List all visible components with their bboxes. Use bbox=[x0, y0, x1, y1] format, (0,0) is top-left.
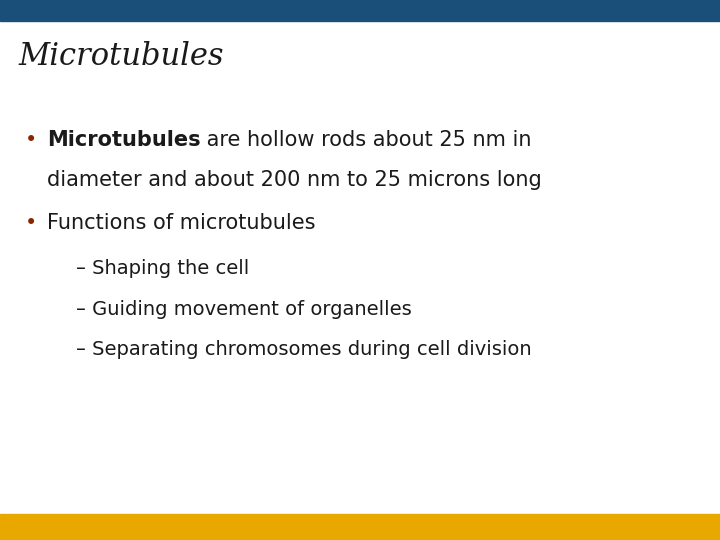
Text: •: • bbox=[25, 130, 37, 150]
Text: – Separating chromosomes during cell division: – Separating chromosomes during cell div… bbox=[76, 340, 531, 359]
Text: •: • bbox=[25, 213, 37, 233]
Bar bbox=[0, 0, 720, 21]
Text: Microtubules: Microtubules bbox=[18, 41, 223, 72]
Text: diameter and about 200 nm to 25 microns long: diameter and about 200 nm to 25 microns … bbox=[47, 170, 541, 190]
Text: Microtubules: Microtubules bbox=[47, 130, 200, 150]
Text: – Guiding movement of organelles: – Guiding movement of organelles bbox=[76, 300, 411, 319]
Text: are hollow rods about 25 nm in: are hollow rods about 25 nm in bbox=[200, 130, 532, 150]
Bar bbox=[0, 514, 720, 540]
Text: – Shaping the cell: – Shaping the cell bbox=[76, 259, 249, 278]
Text: © 2011 Pearson Education, Inc.: © 2011 Pearson Education, Inc. bbox=[13, 522, 179, 532]
Text: Functions of microtubules: Functions of microtubules bbox=[47, 213, 315, 233]
